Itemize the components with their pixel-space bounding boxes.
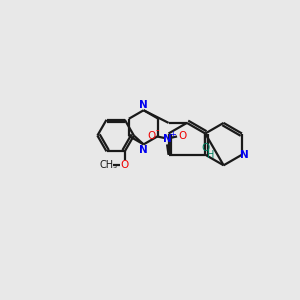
Text: N: N: [163, 134, 171, 144]
Text: O: O: [201, 143, 209, 153]
Text: N: N: [139, 100, 148, 110]
Text: N: N: [240, 150, 248, 160]
Text: N: N: [139, 145, 148, 155]
Text: O: O: [148, 131, 156, 142]
Text: +: +: [169, 130, 176, 139]
Text: -: -: [156, 125, 159, 135]
Text: H: H: [207, 150, 214, 160]
Text: O: O: [178, 131, 187, 142]
Text: O: O: [121, 160, 129, 170]
Text: CH₃: CH₃: [100, 160, 118, 170]
